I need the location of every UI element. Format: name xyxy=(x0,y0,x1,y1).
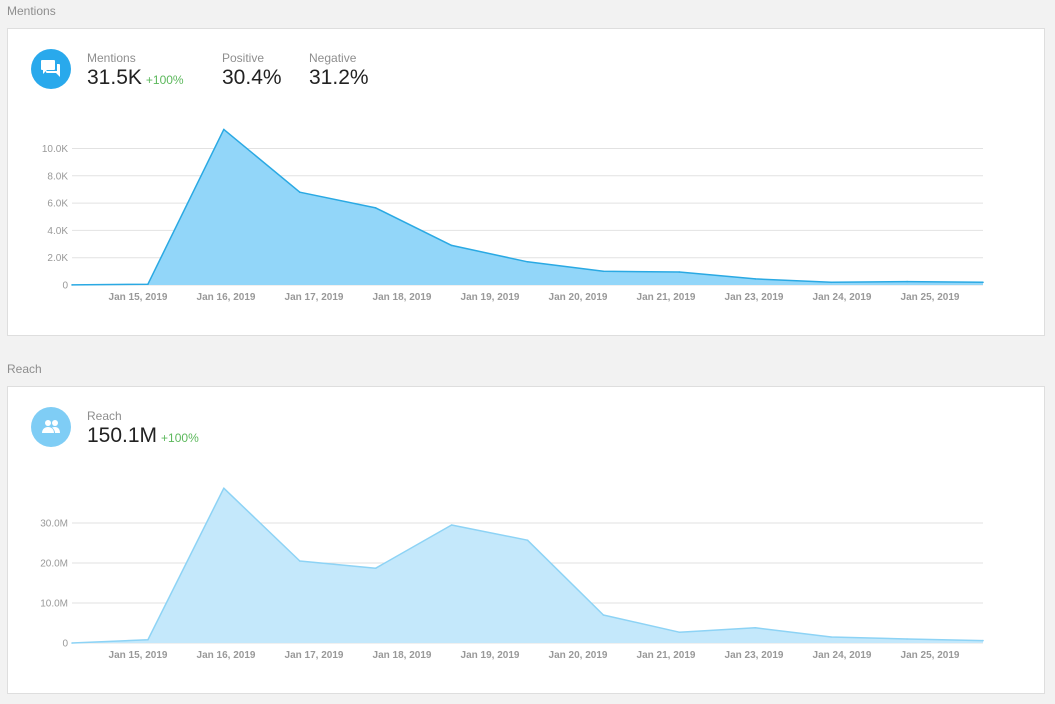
reach-section-title: Reach xyxy=(7,362,42,376)
reach-value: 150.1M xyxy=(87,424,158,447)
y-tick-label: 10.0M xyxy=(40,599,68,610)
series-area xyxy=(72,488,983,643)
data-point xyxy=(906,280,908,283)
reach-card: Reach 150.1M +100% 0 10.0M 20.0M 30.0M Jan 15… xyxy=(7,386,1045,694)
data-point xyxy=(223,487,225,489)
x-tick-label: Jan 25, 2019 xyxy=(901,650,960,661)
negative-value: 31.2% xyxy=(309,66,369,89)
data-point xyxy=(754,627,757,629)
x-tick-label: Jan 23, 2019 xyxy=(725,292,784,303)
reach-area-chart: 0 10.0M 20.0M 30.0M Jan 15, 2019 Jan 16, 2019… xyxy=(40,487,984,661)
data-point xyxy=(450,524,453,526)
data-point xyxy=(906,638,908,640)
x-tick-label: Jan 21, 2019 xyxy=(637,650,696,661)
x-tick-label: Jan 24, 2019 xyxy=(813,650,872,661)
data-point xyxy=(374,207,377,209)
reach-label: Reach xyxy=(87,409,122,423)
reach-change: +100% xyxy=(161,431,199,445)
x-tick-label: Jan 24, 2019 xyxy=(813,292,872,303)
data-point xyxy=(71,642,73,644)
negative-stat: Negative 31.2% xyxy=(309,51,369,90)
x-tick-label: Jan 18, 2019 xyxy=(373,292,432,303)
y-tick-label: 0 xyxy=(62,281,68,292)
y-tick-label: 4.0K xyxy=(47,226,68,237)
reach-value-row: 150.1M +100% xyxy=(87,424,199,450)
data-point xyxy=(299,560,301,562)
reach-stat: Reach 150.1M +100% xyxy=(87,409,199,450)
mentions-value-row: 31.5K +100% xyxy=(87,66,184,92)
mentions-change: +100% xyxy=(145,73,184,87)
data-point xyxy=(982,639,984,642)
data-point xyxy=(830,281,832,284)
negative-label: Negative xyxy=(309,51,357,65)
data-point xyxy=(223,128,225,131)
mentions-value: 31.5K xyxy=(87,66,142,89)
x-tick-label: Jan 18, 2019 xyxy=(373,650,432,661)
x-tick-label: Jan 20, 2019 xyxy=(549,650,608,661)
x-tick-label: Jan 19, 2019 xyxy=(461,292,520,303)
x-tick-label: Jan 16, 2019 xyxy=(197,650,256,661)
data-point xyxy=(299,191,301,193)
data-point xyxy=(526,539,529,541)
chat-bubbles-icon xyxy=(31,49,71,89)
x-tick-label: Jan 15, 2019 xyxy=(109,650,168,661)
positive-stat: Positive 30.4% xyxy=(222,51,282,90)
y-tick-label: 8.0K xyxy=(47,171,68,182)
data-point xyxy=(526,261,529,263)
x-tick-label: Jan 25, 2019 xyxy=(901,292,960,303)
x-tick-label: Jan 15, 2019 xyxy=(109,292,168,303)
people-icon xyxy=(31,407,71,447)
mentions-section-title: Mentions xyxy=(7,4,56,18)
positive-label: Positive xyxy=(222,51,265,65)
positive-value: 30.4% xyxy=(222,66,282,89)
series-area xyxy=(72,129,983,285)
data-point xyxy=(982,281,984,284)
data-point xyxy=(678,631,681,633)
mentions-area-chart: 0 2.0K 4.0K 6.0K 8.0K 10.0K Jan 15, 2019 Jan 16… xyxy=(42,128,984,303)
data-point xyxy=(147,283,149,285)
mentions-label: Mentions xyxy=(87,51,136,65)
data-point xyxy=(678,271,681,273)
data-point xyxy=(71,284,73,286)
mentions-card: Mentions 31.5K +100% Positive 30.4% Negat… xyxy=(7,28,1045,336)
y-tick-label: 10.0K xyxy=(42,144,68,155)
x-tick-label: Jan 21, 2019 xyxy=(637,292,696,303)
data-point xyxy=(374,567,377,569)
data-point xyxy=(830,636,832,638)
x-tick-label: Jan 20, 2019 xyxy=(549,292,608,303)
mentions-stat: Mentions 31.5K +100% xyxy=(87,51,184,92)
data-point xyxy=(754,278,757,280)
data-point xyxy=(602,614,605,616)
x-tick-label: Jan 16, 2019 xyxy=(197,292,256,303)
data-point xyxy=(602,270,605,273)
y-tick-label: 2.0K xyxy=(47,253,68,264)
x-tick-label: Jan 23, 2019 xyxy=(725,650,784,661)
y-tick-label: 6.0K xyxy=(47,199,68,210)
y-tick-label: 30.0M xyxy=(40,519,68,530)
x-tick-label: Jan 17, 2019 xyxy=(285,650,344,661)
y-tick-label: 20.0M xyxy=(40,559,68,570)
x-tick-label: Jan 17, 2019 xyxy=(285,292,344,303)
x-tick-label: Jan 19, 2019 xyxy=(461,650,520,661)
data-point xyxy=(147,639,149,641)
y-tick-label: 0 xyxy=(62,639,68,650)
data-point xyxy=(450,244,453,247)
